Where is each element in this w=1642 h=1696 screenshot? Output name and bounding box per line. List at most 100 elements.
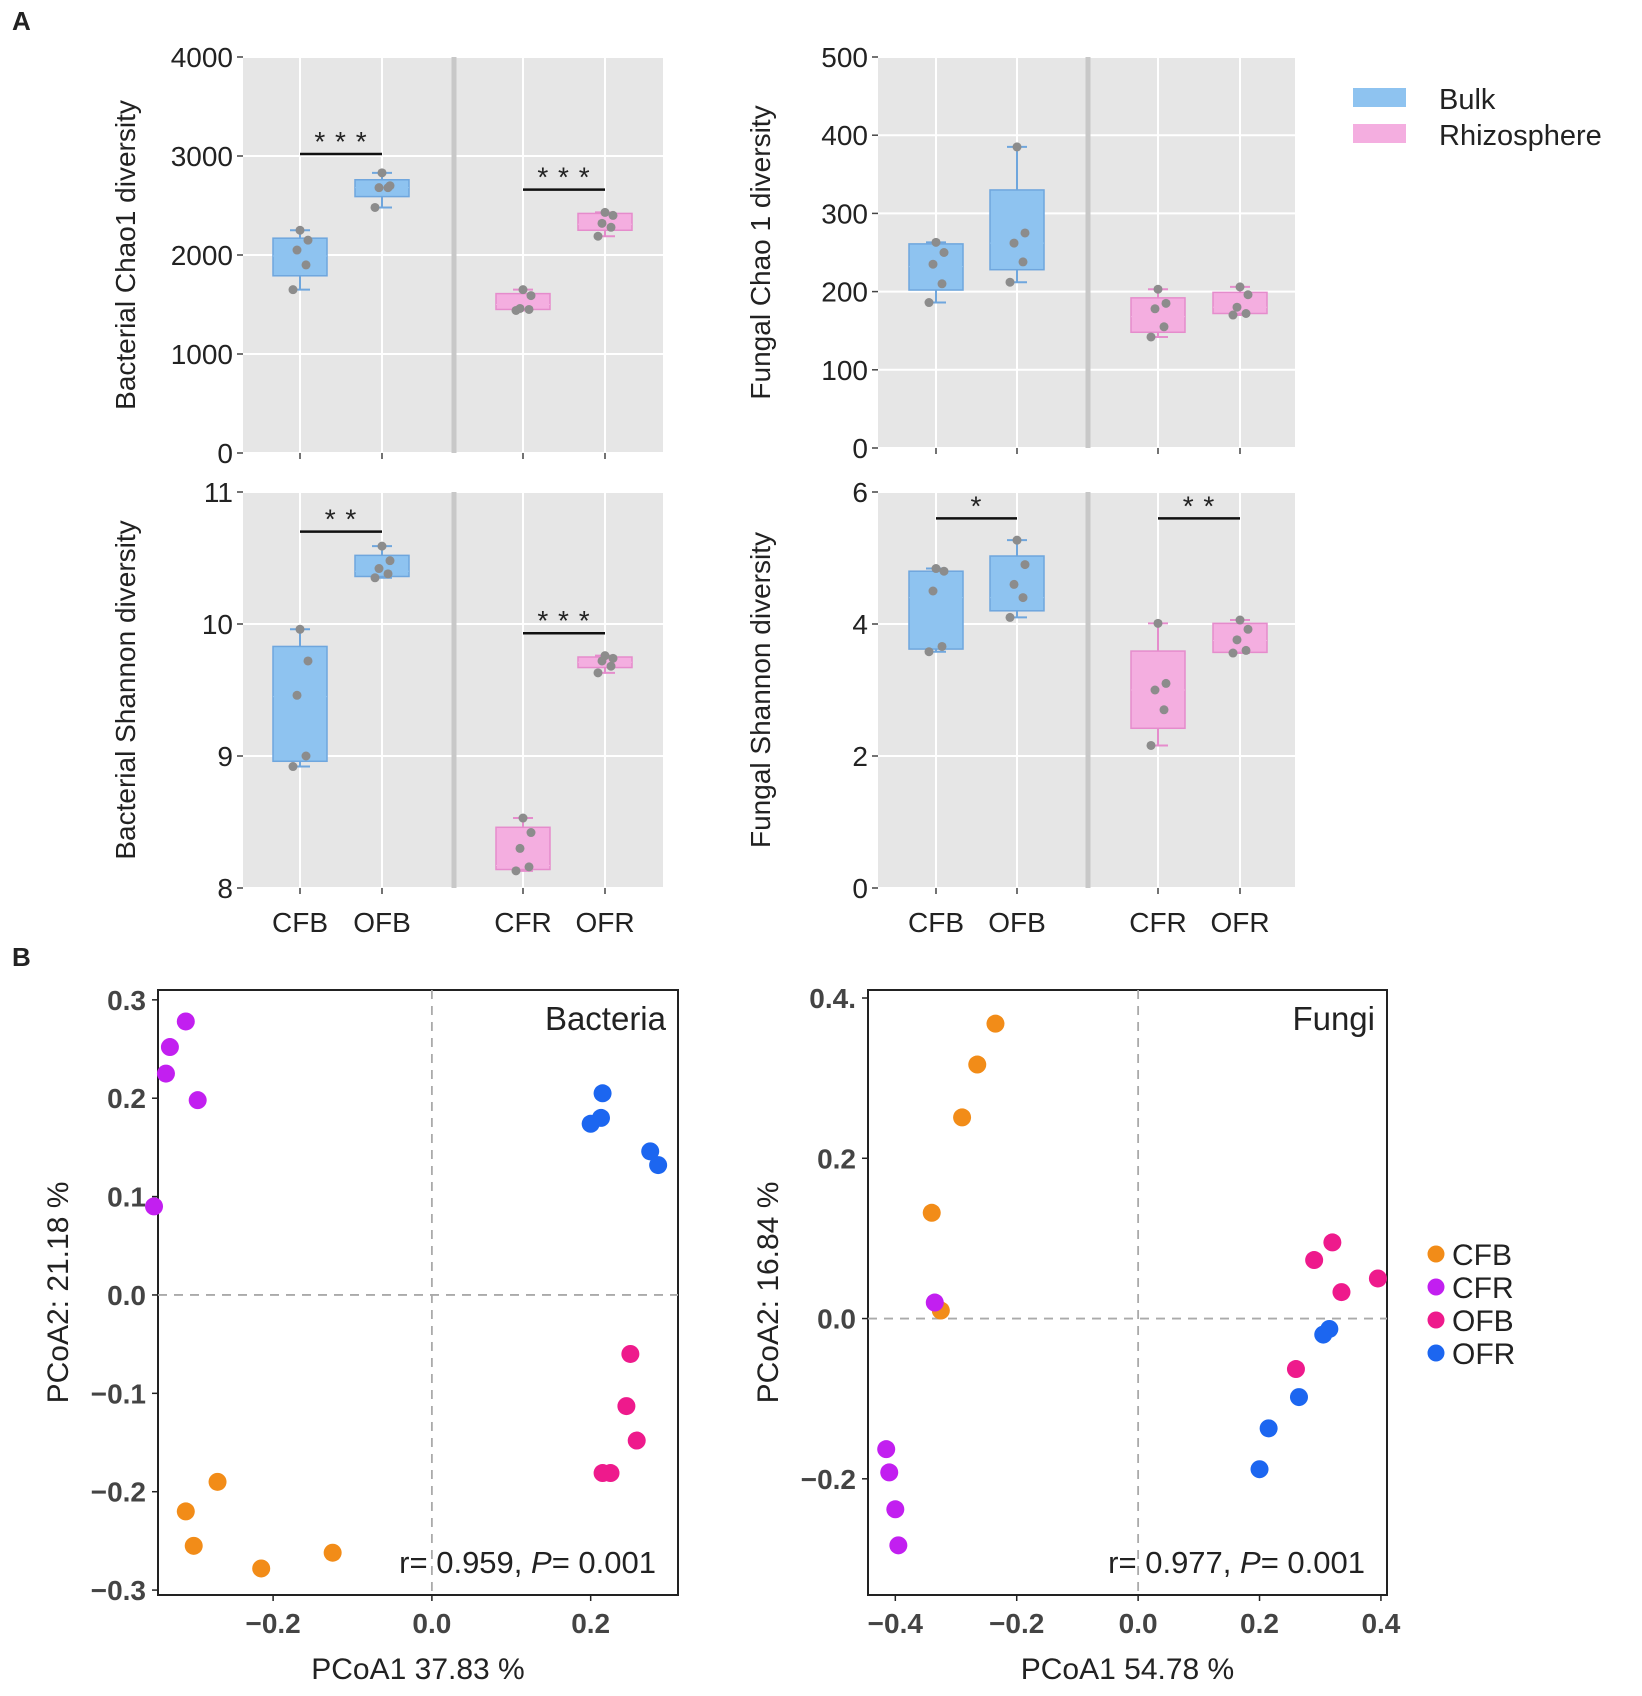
bac-shannon-point-CFB	[288, 762, 298, 772]
scatter-legend-marker-cfb	[1427, 1245, 1445, 1263]
pcoa-fungi-y-axis-title: PCoA2: 16.84 %	[752, 1182, 785, 1404]
bac-shannon-y-tick-label: 11	[204, 477, 233, 508]
pcoa-fungi-point-ofb	[1368, 1269, 1387, 1288]
fun-chao1-point-CFR	[1146, 332, 1156, 342]
pcoa-fungi-point-ofb	[1286, 1360, 1305, 1379]
fun-shannon-point-OFB	[1009, 579, 1019, 589]
pcoa-fungi-point-ofr	[1314, 1325, 1333, 1344]
fun-chao1-point-OFB	[1009, 238, 1019, 248]
pcoa-fungi-y-tick-label: −0.2	[801, 1464, 856, 1495]
pcoa-fungi-y-tick-label: 0.0	[817, 1304, 856, 1335]
fun-shannon-point-CFR	[1159, 705, 1169, 715]
pcoa-bacteria-y-tick-label: 0.0	[107, 1280, 146, 1311]
fun-chao1-box-OFB	[989, 189, 1045, 271]
fun-chao1-point-OFR	[1232, 302, 1242, 312]
fun-chao1-point-CFR	[1153, 284, 1163, 294]
bac-shannon-y-tick-label: 8	[217, 873, 233, 904]
fun-chao1-point-CFR	[1159, 322, 1169, 332]
bac-chao1-point-CFR	[515, 303, 525, 313]
bac-shannon-point-OFR	[600, 651, 610, 661]
fun-shannon-point-CFB	[928, 586, 938, 596]
pcoa-bacteria-point-cfb	[176, 1502, 195, 1521]
fun-shannon-y-axis-title: Fungal Shannon diversity	[745, 532, 776, 848]
bac-shannon-y-axis-title: Bacterial Shannon diversity	[110, 520, 141, 859]
scatter-legend-marker-ofb	[1427, 1311, 1445, 1329]
bac-shannon-x-tick-label: OFR	[575, 907, 634, 938]
pcoa-bacteria-point-cfb	[208, 1472, 227, 1491]
scatter-legend-label-cfb: CFB	[1452, 1239, 1512, 1272]
fun-shannon-significance-label: * *	[1183, 490, 1216, 521]
pcoa-fungi-y-tick-label: 0.4.	[809, 983, 856, 1014]
pcoa-bacteria-point-cfr	[160, 1038, 179, 1057]
fun-shannon-point-OFR	[1232, 635, 1242, 645]
bac-shannon-point-CFR	[524, 862, 534, 872]
pcoa-bacteria-point-cfb	[323, 1543, 342, 1562]
legend-swatch-rhizosphere	[1353, 124, 1406, 143]
bac-shannon-x-tick-label: CFR	[494, 907, 552, 938]
bac-chao1-point-CFB	[292, 245, 302, 255]
pcoa-bacteria-y-tick-label: 0.3	[107, 985, 146, 1016]
pcoa-fungi-point-cfb	[986, 1014, 1005, 1033]
pcoa-bacteria-point-cfb	[252, 1559, 271, 1578]
fun-chao1-y-tick-label: 500	[821, 42, 868, 73]
pcoa-bacteria-point-ofb	[621, 1344, 640, 1363]
bac-shannon-point-CFR	[526, 828, 536, 838]
bac-shannon-significance-label: * *	[325, 504, 358, 535]
fun-chao1-point-OFR	[1241, 308, 1251, 318]
bac-shannon-y-tick-label: 9	[217, 741, 233, 772]
bac-shannon-point-CFB	[292, 690, 302, 700]
fun-chao1-point-CFB	[924, 298, 934, 308]
bac-chao1-y-tick-label: 1000	[171, 339, 233, 370]
pcoa-fungi-point-cfr	[880, 1463, 899, 1482]
fun-shannon-point-CFR	[1153, 618, 1163, 628]
pcoa-bacteria-point-ofb	[601, 1464, 620, 1483]
legend-label-bulk: Bulk	[1439, 84, 1496, 116]
bac-chao1-point-OFB	[374, 183, 384, 193]
fun-chao1-point-CFB	[937, 279, 947, 289]
pcoa-fungi-point-ofr	[1289, 1388, 1308, 1407]
bac-shannon-point-OFR	[593, 668, 603, 678]
bac-chao1-y-tick-label: 2000	[171, 240, 233, 271]
pcoa-bacteria-title: Bacteria	[545, 1000, 667, 1037]
pcoa-fungi-y-tick-label: 0.2	[817, 1143, 856, 1174]
pcoa-fungi-stat-annotation: r= 0.977, P= 0.001	[1108, 1545, 1365, 1580]
fun-shannon-y-tick-label: 4	[852, 609, 868, 640]
bac-shannon-point-OFB	[385, 556, 395, 566]
pcoa-bacteria-x-tick-label: −0.2	[245, 1608, 300, 1639]
fun-shannon-point-CFR	[1161, 678, 1171, 688]
pcoa-fungi-point-cfb	[922, 1203, 941, 1222]
fun-shannon-point-CFB	[924, 647, 934, 657]
fun-chao1-point-OFR	[1235, 282, 1245, 292]
fun-shannon-point-OFR	[1243, 624, 1253, 634]
bac-chao1-point-OFR	[600, 207, 610, 217]
pcoa-bacteria-y-axis-title: PCoA2: 21.18 %	[42, 1182, 75, 1404]
panel-label-b: B	[12, 942, 31, 972]
fun-chao1-point-CFB	[939, 248, 949, 257]
scatter-legend-label-cfr: CFR	[1452, 1272, 1514, 1305]
fun-shannon-point-CFB	[931, 564, 941, 574]
bac-shannon-point-OFB	[370, 573, 380, 583]
fun-shannon-x-tick-label: CFR	[1129, 907, 1187, 938]
pcoa-fungi-x-tick-label: −0.2	[989, 1608, 1044, 1639]
pcoa-bacteria-point-ofr	[649, 1156, 668, 1175]
fun-shannon-point-OFR	[1241, 645, 1251, 655]
pcoa-fungi-point-cfr	[877, 1440, 896, 1459]
bac-shannon-point-CFR	[518, 813, 528, 823]
pcoa-bacteria-x-tick-label: 0.2	[571, 1608, 610, 1639]
pcoa-bacteria-point-ofr	[641, 1142, 660, 1161]
fun-shannon-point-CFR	[1146, 740, 1156, 750]
fun-shannon-point-CFB	[937, 641, 947, 651]
pcoa-fungi-x-tick-label: 0.2	[1240, 1608, 1279, 1639]
bac-chao1-point-OFR	[597, 218, 607, 228]
bac-shannon-y-tick-label: 10	[202, 609, 233, 640]
fun-shannon-x-tick-label: OFR	[1210, 907, 1269, 938]
fun-shannon-point-OFR	[1235, 615, 1245, 625]
fun-chao1-point-OFB	[1012, 142, 1022, 152]
fun-shannon-y-tick-label: 6	[852, 477, 868, 508]
fun-chao1-point-OFB	[1005, 277, 1015, 287]
fun-chao1-y-tick-label: 300	[821, 198, 868, 229]
fun-chao1-point-OFB	[1018, 257, 1028, 267]
fun-chao1-y-tick-label: 100	[821, 355, 868, 386]
fun-chao1-point-CFR	[1150, 304, 1160, 314]
